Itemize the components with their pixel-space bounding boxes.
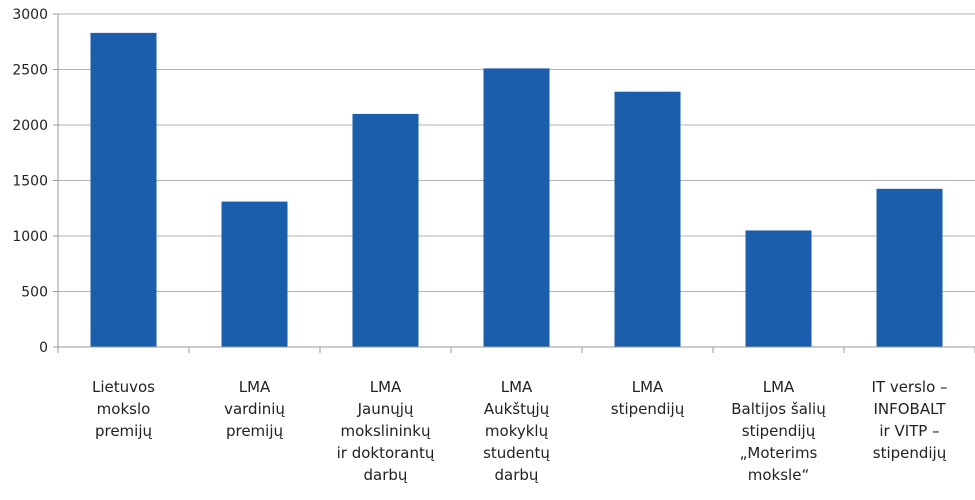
y-tick-labels: 0 500 1000 1500 2000 2500 3000: [12, 7, 48, 356]
bar: [876, 188, 943, 347]
category-label-line: LMA: [239, 378, 271, 396]
category-label-line: INFOBALT: [873, 400, 946, 418]
category-label-line: LMA: [370, 378, 402, 396]
y-tick-label: 1500: [12, 174, 48, 190]
category-label-line: LMA: [632, 378, 664, 396]
bar: [352, 113, 419, 348]
category-label-line: studentų: [483, 444, 550, 462]
y-tick-label: 1000: [12, 229, 48, 245]
category-label-line: darbų: [495, 466, 539, 484]
category-label-line: Baltijos šalių: [731, 400, 826, 418]
category-label: LMA stipendijų: [611, 378, 685, 418]
category-label-line: mokyklų: [485, 422, 549, 440]
category-label-line: „Moterims: [740, 444, 818, 462]
category-label-line: vardinių: [224, 400, 285, 418]
y-tick-label: 0: [39, 340, 48, 356]
category-label-line: premijų: [95, 422, 153, 440]
bar: [614, 91, 681, 347]
category-label-line: darbų: [364, 466, 408, 484]
category-label-line: mokslo: [97, 400, 151, 418]
category-label: Lietuvos mokslo premijų: [92, 378, 155, 440]
category-label-line: stipendijų: [742, 422, 816, 440]
y-tick-label: 2000: [12, 118, 48, 134]
category-label: LMA Aukštųjų mokyklų studentų darbų: [483, 378, 550, 484]
category-label-line: Jaunųjų: [357, 400, 414, 418]
category-label-line: ir doktorantų: [337, 444, 435, 462]
bar: [221, 201, 288, 347]
category-label-line: moksle“: [748, 466, 809, 484]
category-label-line: premijų: [226, 422, 284, 440]
bar: [483, 68, 550, 347]
axes: [53, 13, 975, 353]
category-label-line: LMA: [763, 378, 795, 396]
bar: [745, 230, 812, 347]
y-tick-label: 3000: [12, 7, 48, 23]
category-label-line: LMA: [501, 378, 533, 396]
category-label-line: stipendijų: [873, 444, 947, 462]
category-label-line: Lietuvos: [92, 378, 155, 396]
category-label-line: mokslininkų: [341, 422, 431, 440]
category-label: LMA Jaunųjų mokslininkų ir doktorantų darbų: [337, 378, 435, 484]
bar: [90, 32, 157, 348]
category-label-line: IT verslo –: [871, 378, 947, 396]
category-label: LMA vardinių premijų: [224, 378, 285, 440]
category-label-line: ir VITP –: [879, 422, 939, 440]
category-label: IT verslo – INFOBALT ir VITP – stipendijų: [871, 378, 947, 462]
category-label: LMA Baltijos šalių stipendijų „Moterims moks…: [731, 378, 826, 484]
y-tick-label: 500: [21, 285, 48, 301]
category-label-line: Aukštųjų: [484, 400, 550, 418]
bars: [90, 32, 943, 348]
category-label-line: stipendijų: [611, 400, 685, 418]
y-tick-label: 2500: [12, 63, 48, 79]
